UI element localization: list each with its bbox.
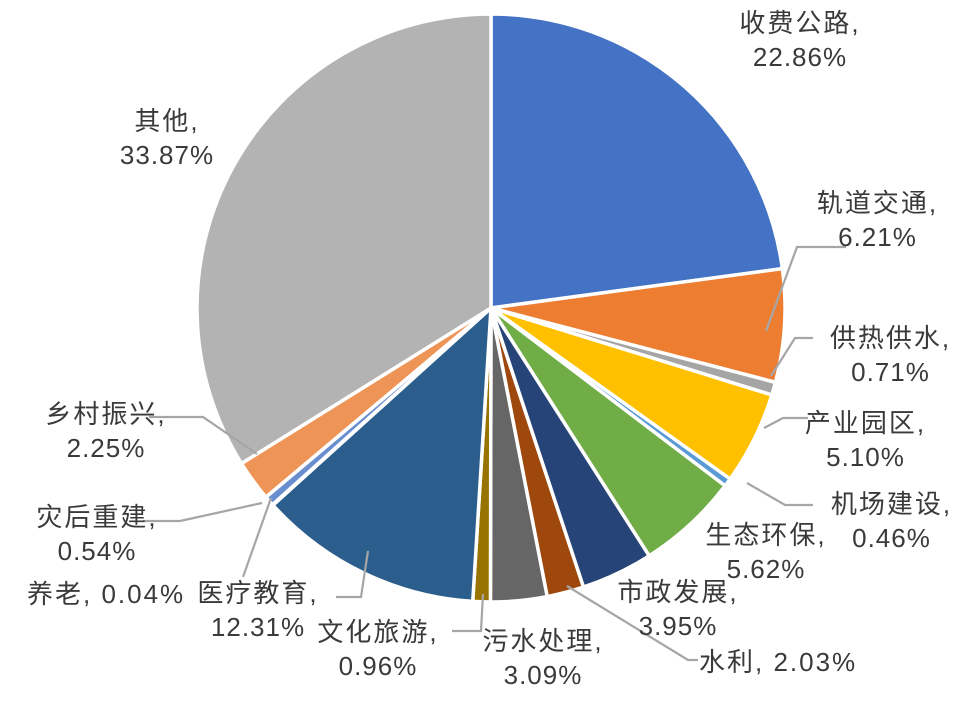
pie-label-municipal-development: 市政发展, 3.95%: [598, 575, 758, 643]
pie-label-name: 机场建设,: [830, 489, 953, 519]
pie-label-industrial-park: 产业园区, 5.10%: [783, 406, 948, 474]
leader-line-medical-education: [336, 550, 370, 599]
pie-label-percent: 5.10%: [826, 442, 905, 472]
pie-label-percent: 2.25%: [66, 433, 146, 463]
pie-label-name: 市政发展,: [617, 577, 739, 607]
leader-line-rail-transit: [764, 245, 846, 332]
pie-label-water-conservancy: 水利, 2.03%: [699, 645, 884, 679]
pie-label-rail-transit: 轨道交通, 6.21%: [795, 186, 960, 254]
pie-label-name: 乡村振兴,: [45, 399, 167, 429]
pie-label-name: 收费公路,: [739, 8, 861, 38]
pie-label-name: 轨道交通,: [816, 188, 939, 218]
leader-line-heat-water-supply: [770, 336, 813, 377]
pie-label-sewage-treatment: 污水处理, 3.09%: [463, 624, 623, 692]
leader-line-water-conservancy: [566, 585, 698, 662]
leader-line-airport-construction: [746, 482, 813, 507]
pie-label-name-percent: 养老, 0.04%: [27, 579, 186, 609]
leader-line-industrial-park: [763, 416, 808, 429]
pie-label-name: 其他,: [134, 106, 200, 136]
pie-label-name: 污水处理,: [482, 626, 604, 656]
pie-slice-toll-roads: [489, 12, 785, 310]
pie-label-culture-tourism: 文化旅游, 0.96%: [298, 615, 458, 683]
pie-label-heat-water-supply: 供热供水, 0.71%: [808, 321, 970, 389]
pie-label-post-disaster-rebuild: 灾后重建, 0.54%: [17, 500, 177, 568]
pie-label-percent: 3.09%: [503, 660, 583, 690]
pie-label-name-percent: 水利, 2.03%: [699, 647, 858, 677]
pie-label-percent: 6.21%: [838, 222, 917, 252]
pie-label-name: 供热供水,: [829, 323, 952, 353]
pie-label-percent: 12.31%: [210, 612, 306, 642]
pie-label-toll-roads: 收费公路, 22.86%: [700, 6, 900, 74]
pie-label-medical-education: 医疗教育, 12.31%: [178, 576, 338, 644]
leader-line-culture-tourism: [452, 593, 485, 633]
pie-label-percent: 5.62%: [726, 554, 806, 584]
pie-label-percent: 0.54%: [57, 536, 137, 566]
pie-label-name: 灾后重建,: [36, 502, 158, 532]
pie-label-name: 文化旅游,: [317, 617, 439, 647]
leader-line-post-disaster-rebuild: [143, 501, 263, 523]
pie-label-elderly-care: 养老, 0.04%: [27, 577, 212, 611]
pie-label-name: 医疗教育,: [197, 578, 319, 608]
pie-label-airport-construction: 机场建设, 0.46%: [809, 487, 970, 555]
pie-slice-medical-education: [271, 306, 493, 604]
pie-label-percent: 0.96%: [338, 651, 418, 681]
pie-label-percent: 0.46%: [852, 523, 931, 553]
pie-slice-rail-transit: [489, 266, 787, 385]
leader-line-elderly-care: [241, 497, 273, 578]
pie-label-percent: 33.87%: [119, 140, 215, 170]
pie-slice-others: [195, 12, 493, 466]
pie-label-percent: 22.86%: [752, 42, 848, 72]
pie-label-eco-environment: 生态环保, 5.62%: [686, 518, 846, 586]
pie-label-percent: 0.71%: [851, 357, 930, 387]
pie-label-rural-revitalization: 乡村振兴, 2.25%: [26, 397, 186, 465]
pie-label-name: 生态环保,: [705, 520, 827, 550]
pie-label-name: 产业园区,: [804, 408, 927, 438]
pie-label-percent: 3.95%: [638, 611, 718, 641]
leader-line-rural-revitalization: [149, 415, 258, 455]
pie-label-others: 其他, 33.87%: [87, 104, 247, 172]
